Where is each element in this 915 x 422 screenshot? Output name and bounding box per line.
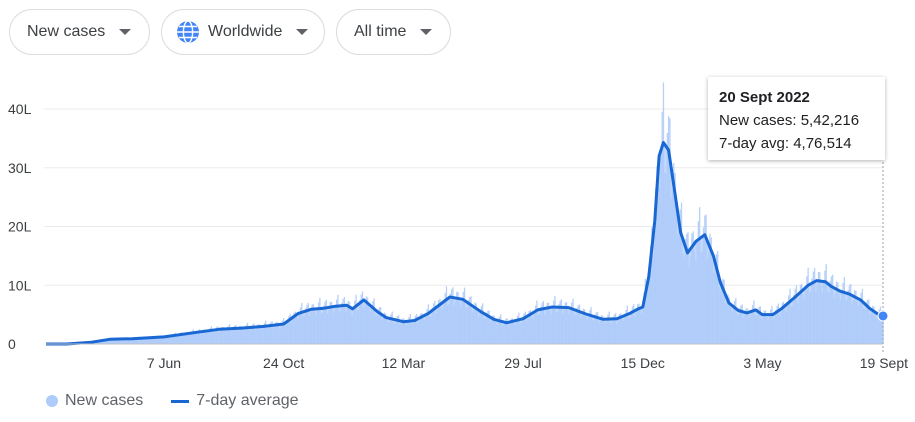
x-tick-label: 12 Mar	[382, 355, 426, 371]
y-tick-label: 30L	[8, 160, 32, 176]
x-axis-ticks: 7 Jun 24 Oct 12 Mar 29 Jul 15 Dec 3 May 19 Sep…	[147, 355, 908, 371]
time-range-dropdown-label: All time	[354, 23, 406, 41]
legend-new-cases-label: New cases	[65, 392, 143, 410]
x-tick-label: 24 Oct	[263, 355, 304, 371]
tooltip-seven-day-avg: 7-day avg: 4,76,514	[719, 132, 874, 155]
region-dropdown[interactable]: Worldwide	[161, 9, 325, 55]
x-tick-label: 15 Dec	[621, 355, 665, 371]
caret-down-icon	[296, 29, 308, 35]
tooltip-date: 20 Sept 2022	[719, 86, 874, 109]
time-range-dropdown[interactable]: All time	[336, 9, 451, 55]
region-dropdown-label: Worldwide	[208, 23, 282, 41]
tooltip-new-cases: New cases: 5,42,216	[719, 109, 874, 132]
y-tick-label: 20L	[8, 219, 32, 235]
y-tick-label: 10L	[8, 277, 32, 293]
y-tick-label: 0	[8, 336, 16, 352]
new-cases-area	[46, 143, 883, 345]
y-tick-label: 40L	[8, 101, 32, 117]
legend-seven-day-average-label: 7-day average	[196, 392, 298, 410]
caret-down-icon	[119, 29, 131, 35]
x-tick-label: 3 May	[743, 355, 781, 371]
metric-dropdown[interactable]: New cases	[9, 9, 150, 55]
data-tooltip: 20 Sept 2022 New cases: 5,42,216 7-day a…	[708, 77, 885, 160]
seven-day-average-legend-swatch	[171, 400, 189, 403]
metric-dropdown-label: New cases	[27, 23, 105, 41]
globe-icon	[176, 20, 200, 44]
x-tick-label: 7 Jun	[147, 355, 181, 371]
x-tick-label: 19 Sept	[860, 355, 908, 371]
new-cases-legend-swatch	[46, 395, 58, 407]
caret-down-icon	[420, 29, 432, 35]
x-tick-label: 29 Jul	[504, 355, 541, 371]
y-axis-ticks: 0 10L 20L 30L 40L	[8, 101, 32, 352]
chart-legend: New cases 7-day average	[46, 392, 299, 410]
selected-point-marker	[878, 311, 888, 321]
